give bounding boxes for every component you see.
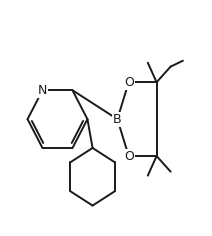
Text: O: O [124, 76, 134, 89]
Text: O: O [124, 150, 134, 163]
Text: N: N [38, 84, 47, 97]
Text: B: B [113, 113, 122, 126]
